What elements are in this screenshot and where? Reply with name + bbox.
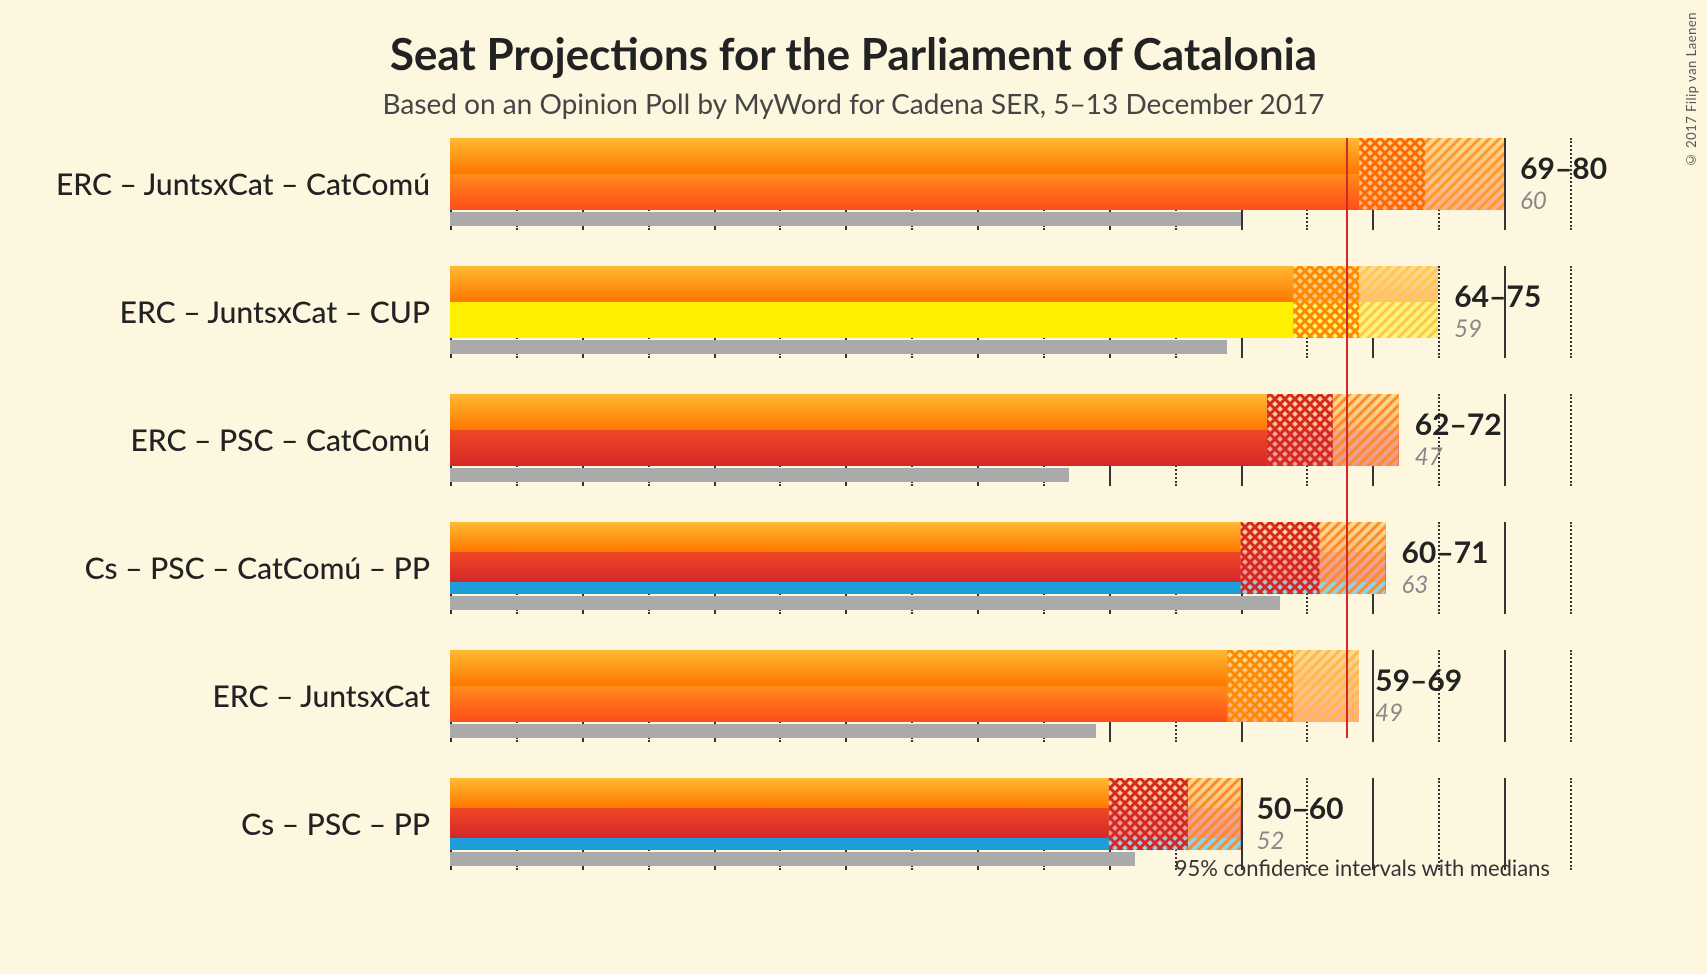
grid-line bbox=[1570, 778, 1572, 870]
previous-label: 59 bbox=[1454, 314, 1482, 343]
grid-line bbox=[1372, 650, 1374, 742]
range-label: 69–80 bbox=[1520, 150, 1607, 186]
range-label: 50–60 bbox=[1257, 790, 1344, 826]
coalition-row: Cs – PSC – CatComú – PP60–7163 bbox=[450, 522, 1570, 642]
hatch-overlay bbox=[450, 522, 1386, 594]
previous-bar bbox=[450, 596, 1280, 610]
coalition-label: ERC – PSC – CatComú bbox=[130, 422, 430, 458]
range-label: 60–71 bbox=[1402, 534, 1489, 570]
grid-line bbox=[1504, 138, 1506, 230]
previous-bar bbox=[450, 724, 1096, 738]
grid-line bbox=[1504, 522, 1506, 614]
grid-line bbox=[1504, 650, 1506, 742]
coalition-label: Cs – PSC – CatComú – PP bbox=[85, 550, 430, 586]
range-label: 59–69 bbox=[1375, 662, 1462, 698]
previous-bar bbox=[450, 212, 1241, 226]
grid-line bbox=[1570, 650, 1572, 742]
previous-label: 60 bbox=[1520, 186, 1547, 215]
previous-label: 49 bbox=[1375, 698, 1403, 727]
footnote: 95% confidence intervals with medians bbox=[1175, 854, 1550, 881]
grid-line bbox=[1570, 266, 1572, 358]
range-label: 62–72 bbox=[1415, 406, 1502, 442]
copyright-notice: © 2017 Filip van Laenen bbox=[1683, 12, 1699, 168]
hatch-overlay bbox=[450, 778, 1241, 850]
coalition-label: Cs – PSC – PP bbox=[241, 806, 430, 842]
hatch-overlay bbox=[450, 394, 1399, 466]
previous-bar bbox=[450, 468, 1069, 482]
previous-label: 47 bbox=[1415, 442, 1443, 471]
majority-threshold-line bbox=[1346, 138, 1348, 738]
range-label: 64–75 bbox=[1454, 278, 1541, 314]
chart-subtitle: Based on an Opinion Poll by MyWord for C… bbox=[0, 80, 1707, 138]
coalition-label: ERC – JuntsxCat – CatComú bbox=[56, 166, 430, 202]
coalition-label: ERC – JuntsxCat – CUP bbox=[120, 294, 430, 330]
chart-title: Seat Projections for the Parliament of C… bbox=[0, 0, 1707, 80]
hatch-overlay bbox=[450, 266, 1438, 338]
coalition-row: ERC – JuntsxCat – CatComú69–8060 bbox=[450, 138, 1570, 258]
coalition-row: ERC – JuntsxCat59–6949 bbox=[450, 650, 1570, 770]
previous-label: 63 bbox=[1402, 570, 1429, 599]
previous-bar bbox=[450, 852, 1135, 866]
hatch-overlay bbox=[450, 650, 1359, 722]
previous-label: 52 bbox=[1257, 826, 1285, 855]
grid-line bbox=[1570, 394, 1572, 486]
grid-line bbox=[1438, 266, 1440, 358]
coalition-row: ERC – JuntsxCat – CUP64–7559 bbox=[450, 266, 1570, 386]
grid-line bbox=[1504, 394, 1506, 486]
grid-line bbox=[1570, 522, 1572, 614]
coalition-label: ERC – JuntsxCat bbox=[212, 678, 430, 714]
chart-area: ERC – JuntsxCat – CatComú69–8060ERC – Ju… bbox=[450, 138, 1570, 938]
coalition-row: ERC – PSC – CatComú62–7247 bbox=[450, 394, 1570, 514]
previous-bar bbox=[450, 340, 1227, 354]
